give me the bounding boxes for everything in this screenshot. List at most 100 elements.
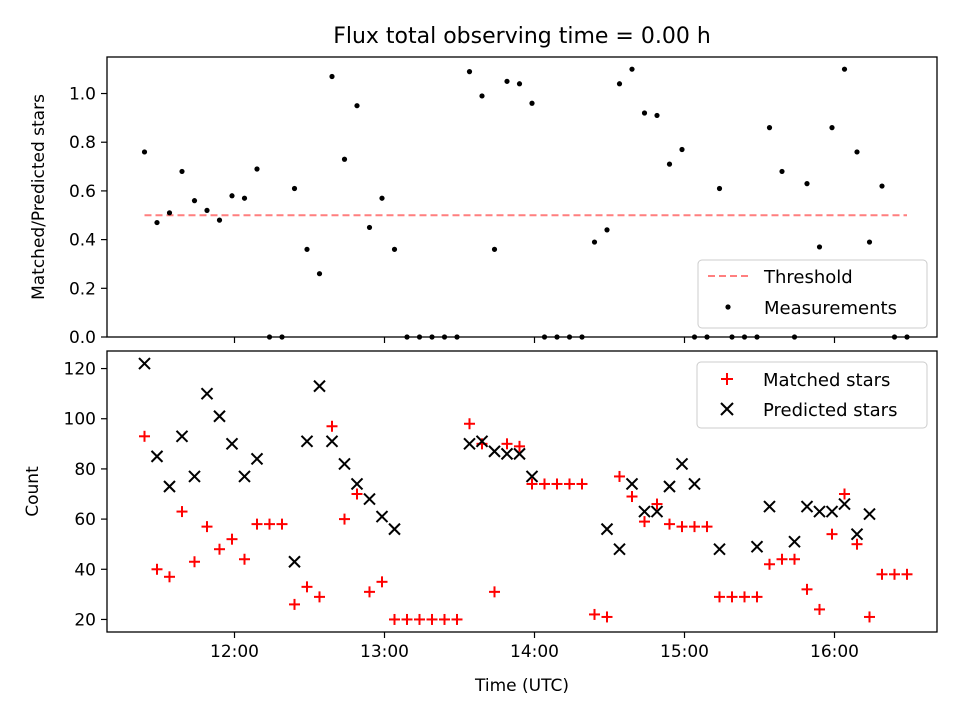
- predicted-point: [625, 477, 639, 491]
- measurement-point: [266, 334, 273, 340]
- measurement-point: [154, 219, 160, 226]
- matched-point: [389, 613, 400, 625]
- measurement-point: [229, 193, 235, 199]
- matched-point: [776, 553, 788, 565]
- measurement-point: [304, 246, 310, 252]
- predicted-point-b: [175, 430, 189, 443]
- measurement-point: [479, 93, 485, 99]
- matched-point: [589, 608, 600, 620]
- predicted-point: [513, 447, 526, 461]
- predicted-point: [663, 480, 676, 493]
- measurement-point: [504, 78, 510, 84]
- measurement-point: [891, 334, 898, 340]
- measurement-point: [166, 210, 173, 216]
- matched-point: [601, 611, 613, 623]
- predicted-point-b: [675, 457, 689, 471]
- measurement-point: [604, 227, 610, 233]
- measurement-point: [616, 81, 623, 87]
- matched-point: [489, 586, 500, 598]
- matched-point: [464, 418, 475, 430]
- measurement-point: [841, 66, 848, 72]
- matched-point: [514, 440, 525, 452]
- measurement-point: [729, 334, 735, 340]
- matched-point: [576, 478, 588, 490]
- matched-point: [614, 470, 625, 482]
- predicted-point-b: [138, 357, 151, 370]
- predicted-point: [200, 387, 214, 400]
- matched-point: [189, 556, 200, 568]
- predicted-point: [863, 507, 876, 521]
- predicted-point-b: [250, 452, 264, 466]
- measurement-point: [591, 239, 598, 245]
- predicted-point: [850, 527, 864, 541]
- matched-point: [864, 611, 875, 623]
- matched-point: [814, 603, 825, 615]
- matched-point: [314, 591, 325, 603]
- measurement-point: [641, 110, 648, 116]
- predicted-point: [350, 477, 364, 491]
- measurement-point: [629, 66, 635, 72]
- measurement-point: [791, 334, 798, 340]
- predicted-point: [163, 480, 176, 493]
- predicted-point-b: [650, 505, 664, 518]
- predicted-point: [325, 435, 339, 448]
- measurement-point: [491, 246, 498, 252]
- matched-point: [239, 553, 250, 565]
- measurement-point: [554, 334, 560, 340]
- measurement-point: [354, 103, 360, 109]
- predicted-point: [213, 410, 226, 423]
- matched-point: [339, 513, 350, 525]
- matched-point: [226, 533, 238, 545]
- predicted-point-b: [813, 505, 826, 518]
- predicted-point: [500, 447, 514, 461]
- matched-point: [901, 568, 913, 580]
- predicted-point: [313, 379, 326, 393]
- predicted-point-b: [825, 505, 839, 518]
- matched-point: [726, 591, 738, 603]
- top-ytick-label: 0.2: [69, 279, 96, 299]
- matched-point: [801, 583, 813, 595]
- predicted-point: [225, 437, 239, 451]
- measurement-point: [341, 156, 348, 162]
- predicted-point-b: [663, 480, 676, 493]
- measurement-point: [816, 244, 823, 250]
- legend-predicted-label: Predicted stars: [763, 400, 897, 421]
- measurement-point: [666, 161, 673, 167]
- measurement-point: [779, 168, 785, 175]
- measurement-point: [741, 334, 748, 340]
- matched-point: [139, 430, 150, 442]
- predicted-point: [525, 470, 539, 483]
- predicted-point-b: [213, 410, 226, 423]
- matched-point: [539, 478, 550, 490]
- predicted-point-b: [513, 447, 526, 461]
- matched-point: [414, 613, 425, 625]
- predicted-point: [363, 492, 376, 506]
- bottom-xtick-label: 12:00: [210, 642, 259, 662]
- predicted-point-b: [463, 437, 476, 451]
- predicted-point-b: [313, 379, 326, 393]
- predicted-point-b: [325, 435, 339, 448]
- predicted-point: [138, 357, 151, 370]
- measurement-point: [804, 181, 810, 187]
- matched-point: [176, 506, 188, 518]
- legend-matched-label: Matched stars: [763, 370, 890, 391]
- top-ytick-label: 1.0: [69, 85, 96, 105]
- measurement-point: [529, 100, 535, 106]
- predicted-point: [488, 445, 501, 458]
- matched-point: [451, 613, 463, 625]
- matched-point: [214, 543, 225, 555]
- predicted-point: [288, 555, 301, 568]
- matched-point: [639, 516, 650, 528]
- predicted-point: [788, 535, 801, 548]
- predicted-point: [675, 457, 689, 471]
- measurement-point: [541, 334, 548, 340]
- top-ylabel: Matched/Predicted stars: [29, 94, 49, 300]
- top-panel: 0.0 0.2 0.4 0.6 0.8 1.0 Matched/Predicted star…: [29, 56, 938, 348]
- predicted-point: [600, 522, 614, 536]
- matched-point: [164, 571, 175, 583]
- measurement-point: [566, 334, 573, 340]
- measurement-point: [429, 334, 435, 340]
- measurement-point: [466, 69, 473, 75]
